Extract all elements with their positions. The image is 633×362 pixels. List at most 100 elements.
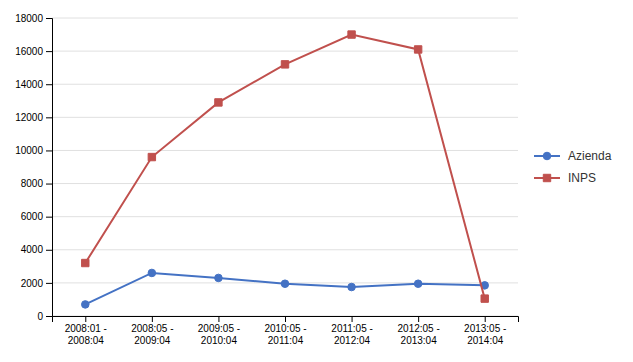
tick-mark — [46, 250, 52, 251]
tick-mark — [46, 217, 52, 218]
tick-label: 2008:05 -2009:04 — [131, 323, 173, 346]
tick-label: 14000 — [15, 79, 43, 90]
tick-label-line: 2008:01 - — [65, 323, 107, 334]
marker — [82, 301, 90, 309]
legend-item: Azienda — [534, 149, 612, 163]
legend-marker — [543, 152, 551, 160]
tick-mark — [485, 316, 486, 322]
tick-label: 2012:05 -2013:04 — [398, 323, 440, 346]
marker — [348, 283, 356, 291]
tick-mark — [46, 18, 52, 19]
tick-label: 12000 — [15, 112, 43, 123]
series — [82, 31, 489, 302]
tick-label-line: 2010:04 — [201, 335, 238, 346]
tick-label: 2013:05 -2014:04 — [464, 323, 506, 346]
tick-mark — [352, 316, 353, 322]
grid-line — [52, 150, 518, 151]
tick: 6000 — [21, 211, 52, 222]
tick-mark — [46, 283, 52, 284]
tick-label-line: 2012:04 — [334, 335, 371, 346]
marker — [82, 259, 89, 266]
tick-label-line: 2013:05 - — [464, 323, 506, 334]
tick: 2009:05 -2010:04 — [198, 316, 240, 346]
y-axis: 0 2000 4000 6000 8000 10000 12000 14000 16000 180… — [15, 13, 52, 322]
tick-label-line: 2014:04 — [467, 335, 504, 346]
tick: 4000 — [21, 244, 52, 255]
tick: 16000 — [15, 46, 52, 57]
tick-mark — [285, 316, 286, 322]
tick: 2013:05 -2014:04 — [464, 316, 506, 346]
tick: 2008:05 -2009:04 — [131, 316, 173, 346]
legend: Azienda INPS — [534, 149, 612, 185]
tick: 2011:05 -2012:04 — [331, 316, 373, 346]
line — [85, 273, 484, 304]
tick-mark — [46, 51, 52, 52]
marker — [215, 274, 223, 282]
grid-line — [52, 18, 518, 19]
tick-mark — [46, 316, 52, 317]
tick-label-line: 2009:05 - — [198, 323, 240, 334]
tick-label: 4000 — [21, 244, 44, 255]
tick-mark — [46, 84, 52, 85]
legend-label: INPS — [568, 171, 596, 185]
legend-item: INPS — [534, 171, 596, 185]
tick-mark — [46, 117, 52, 118]
plot-area: 0 2000 4000 6000 8000 10000 12000 14000 16000 180… — [15, 13, 518, 346]
tick: 10000 — [15, 145, 52, 156]
marker — [281, 280, 289, 288]
legend-label: Azienda — [568, 149, 612, 163]
tick-label-line: 2012:05 - — [398, 323, 440, 334]
tick: 2010:05 -2011:04 — [264, 316, 306, 346]
series-group — [82, 31, 489, 308]
marker — [281, 61, 288, 68]
marker — [215, 99, 222, 106]
axis-domain — [46, 19, 53, 317]
tick-label-line: 2008:05 - — [131, 323, 173, 334]
tick: 2008:01 -2008:04 — [65, 316, 107, 346]
grid-line — [52, 183, 518, 184]
tick-mark — [218, 316, 219, 322]
tick-mark — [85, 316, 86, 322]
tick-label-line: 2011:05 - — [331, 323, 373, 334]
series — [82, 269, 489, 308]
tick-label: 2008:01 -2008:04 — [65, 323, 107, 346]
x-axis: 2008:01 -2008:04 2008:05 -2009:04 2009:05 … — [53, 316, 519, 346]
tick-label: 2010:05 -2011:04 — [264, 323, 306, 346]
line — [85, 35, 484, 299]
tick: 0 — [37, 311, 52, 322]
tick-label: 2000 — [21, 278, 44, 289]
tick-label-line: 2013:04 — [401, 335, 438, 346]
tick-label-line: 2008:04 — [68, 335, 105, 346]
marker — [148, 153, 155, 160]
marker — [148, 269, 156, 277]
grid-line — [52, 249, 518, 250]
tick-label: 6000 — [21, 211, 44, 222]
grid-line — [52, 51, 518, 52]
grid-line — [52, 117, 518, 118]
tick-label-line: 2009:04 — [134, 335, 171, 346]
tick-label-line: 2011:04 — [268, 335, 304, 346]
tick: 2000 — [21, 278, 52, 289]
axis-domain — [53, 317, 519, 323]
tick: 12000 — [15, 112, 52, 123]
tick-mark — [46, 150, 52, 151]
tick-label: 0 — [37, 311, 43, 322]
marker — [414, 46, 421, 53]
tick-label: 2009:05 -2010:04 — [198, 323, 240, 346]
tick: 18000 — [15, 13, 52, 24]
tick-label: 18000 — [15, 13, 43, 24]
tick-label: 8000 — [21, 178, 44, 189]
grid-line — [52, 216, 518, 217]
marker — [414, 280, 422, 288]
tick: 14000 — [15, 79, 52, 90]
tick: 2012:05 -2013:04 — [398, 316, 440, 346]
marker — [481, 295, 488, 302]
tick-label: 2011:05 -2012:04 — [331, 323, 373, 346]
tick-mark — [418, 316, 419, 322]
tick: 8000 — [21, 178, 52, 189]
grid-line — [52, 84, 518, 85]
grid — [52, 18, 518, 316]
tick-mark — [46, 184, 52, 185]
legend-marker — [543, 174, 550, 181]
tick-label: 10000 — [15, 145, 43, 156]
